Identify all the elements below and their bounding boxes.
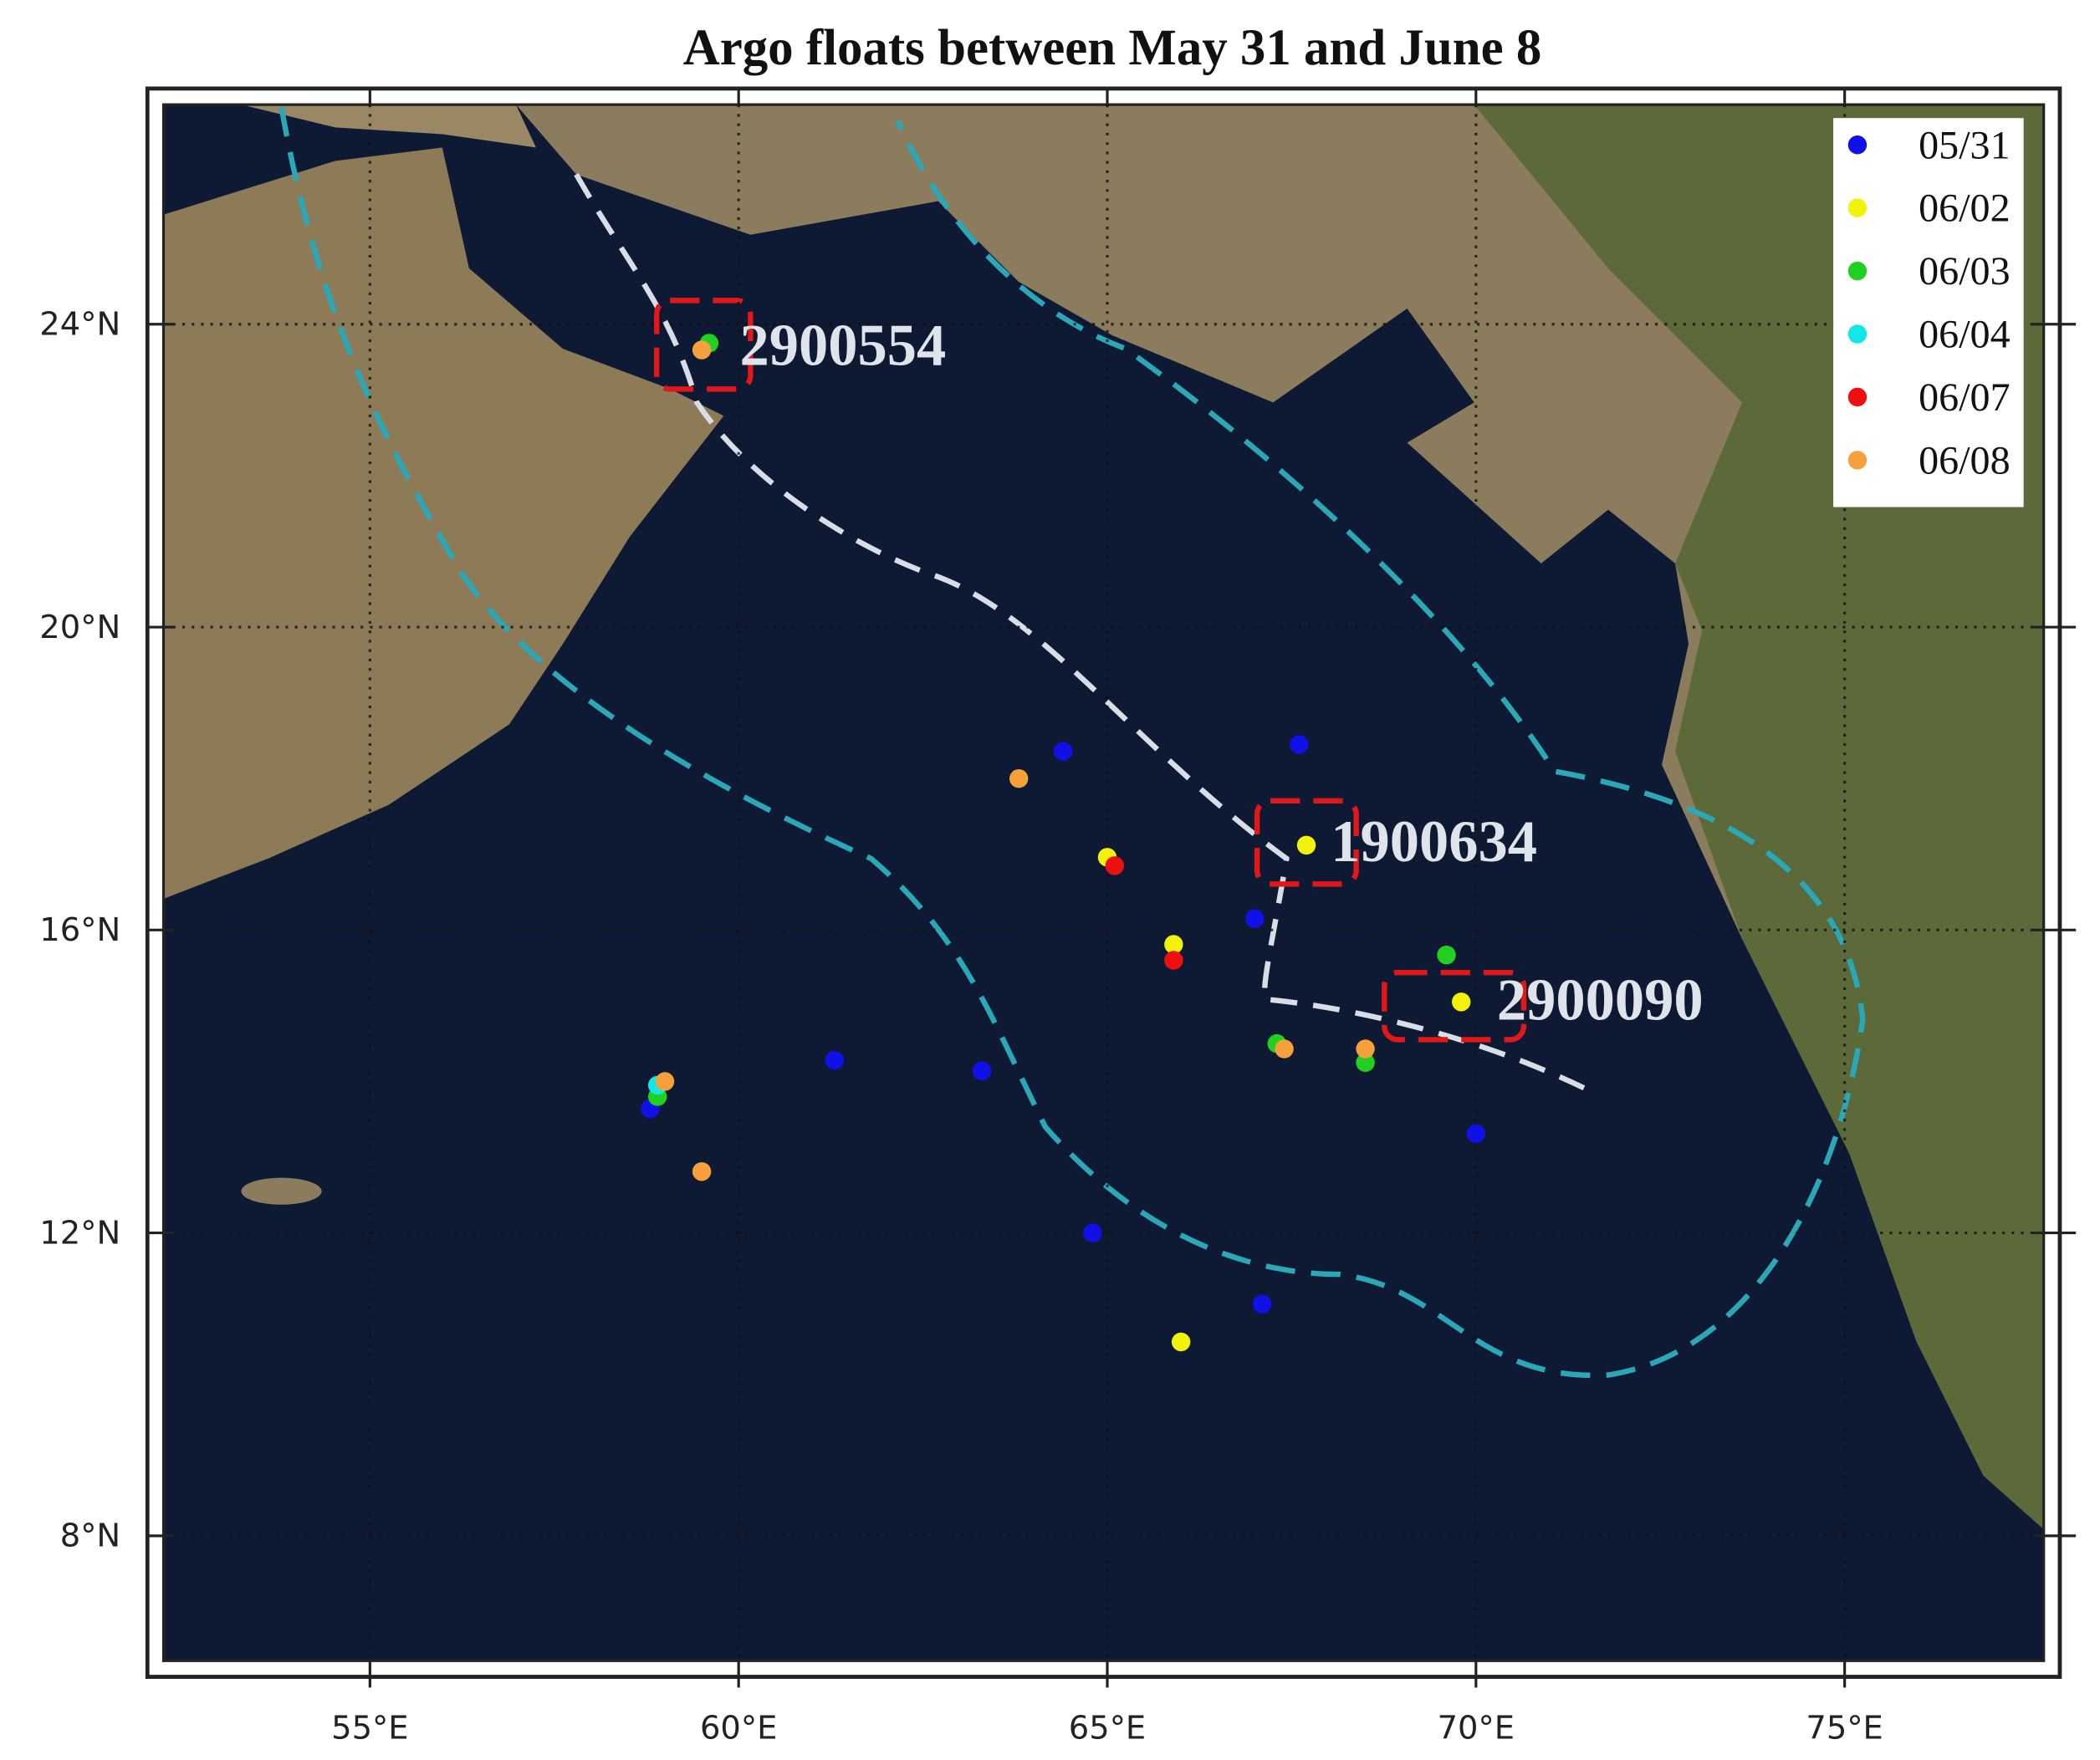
float-point	[1009, 768, 1029, 788]
y-tick-label: 20°N	[39, 609, 120, 646]
frame-outer	[145, 86, 2062, 1679]
float-point	[692, 1161, 712, 1181]
float-point	[1356, 1039, 1375, 1059]
legend-swatch	[1847, 198, 1868, 217]
legend-label: 06/03	[1919, 249, 2010, 293]
float-point	[1290, 735, 1309, 754]
float-id-label: 2900090	[1497, 967, 1704, 1033]
x-tick-label: 65°E	[1069, 1709, 1146, 1747]
track-white	[574, 172, 1597, 1096]
legend-label: 06/08	[1919, 438, 2010, 482]
land-iran-india	[515, 105, 2044, 1530]
y-tick-label: 24°N	[39, 306, 120, 344]
float-point	[1275, 1039, 1294, 1059]
float-point	[1437, 945, 1456, 965]
float-id-label: 1900634	[1331, 809, 1537, 875]
legend-swatch	[1847, 261, 1868, 281]
x-tick-label: 55°E	[331, 1709, 408, 1747]
legend-label: 05/31	[1919, 123, 2010, 167]
float-point	[1466, 1124, 1486, 1144]
legend-swatch	[1847, 135, 1868, 155]
land-arabia	[163, 147, 724, 899]
float-point	[1105, 856, 1125, 875]
legend-label: 06/04	[1919, 313, 2010, 357]
float-point	[655, 1072, 675, 1091]
float-id-label: 2900554	[740, 313, 947, 378]
float-point	[1171, 1332, 1191, 1352]
plot-layer: 55°E 60°E 65°E 70°E 75°E 8°N 12°N 16°N 20°N 24°N 2…	[39, 88, 2077, 1747]
float-point	[1083, 1223, 1102, 1242]
float-point	[1245, 909, 1265, 928]
y-tick-label: 16°N	[39, 911, 120, 949]
x-tick-label: 60°E	[700, 1709, 777, 1747]
float-point	[692, 340, 712, 360]
legend-swatch	[1847, 387, 1868, 407]
x-tick-label: 70°E	[1438, 1709, 1515, 1747]
island-socotra	[241, 1177, 322, 1205]
float-point	[1356, 1053, 1375, 1073]
float-point	[1164, 951, 1183, 970]
legend-box	[1833, 118, 2024, 508]
land-iran-west	[241, 105, 536, 148]
track-cyan	[278, 106, 1866, 1379]
frame-inner	[161, 103, 2046, 1662]
legend-swatch	[1847, 451, 1868, 470]
chart-title: Argo floats between May 31 and June 8	[683, 20, 1542, 76]
float-point	[972, 1061, 992, 1080]
highlight-box	[1382, 969, 1527, 1043]
float-point	[1053, 742, 1073, 761]
float-point	[1451, 992, 1471, 1012]
float-point	[1296, 835, 1316, 855]
legend-label: 06/07	[1919, 375, 2010, 420]
legend-label: 06/02	[1919, 186, 2010, 231]
x-tick-label: 75°E	[1806, 1709, 1883, 1747]
float-point	[1164, 935, 1183, 954]
float-point	[1252, 1294, 1272, 1314]
basemap	[163, 105, 2044, 1661]
float-point	[825, 1050, 845, 1070]
y-tick-label: 12°N	[39, 1214, 120, 1252]
legend-swatch	[1847, 324, 1868, 344]
y-tick-label: 8°N	[60, 1518, 120, 1555]
